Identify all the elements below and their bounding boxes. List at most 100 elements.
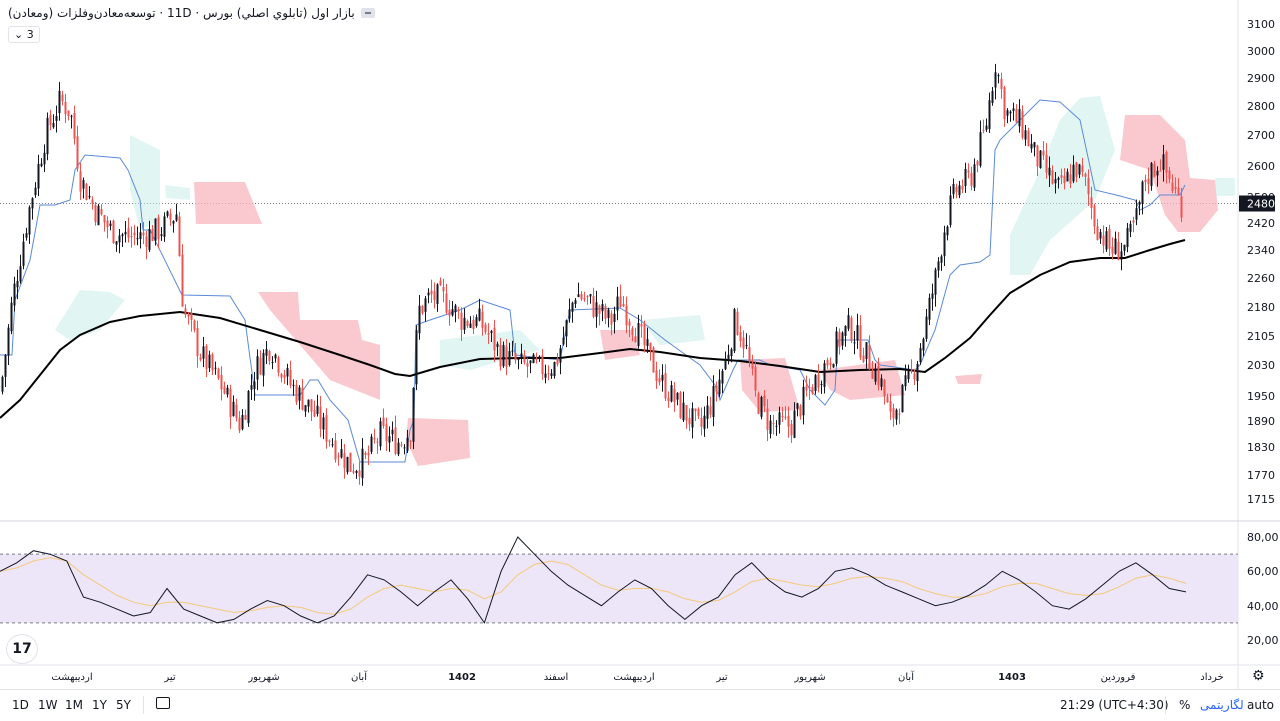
indicators-collapse-button[interactable]: ⌄ 3 — [8, 26, 40, 43]
candle-body — [691, 408, 694, 428]
candle-body — [763, 395, 766, 407]
candle-body — [541, 355, 544, 375]
time-axis: اردیبهشت تیر شهریور آبان 1402 اسفند اردیبهشت تی… — [51, 670, 1223, 683]
candle-body — [694, 408, 697, 411]
gear-icon[interactable]: ⚙ — [1252, 668, 1265, 684]
candle-body — [100, 209, 103, 215]
candle-body — [511, 350, 514, 352]
candle-body — [712, 386, 715, 418]
range-1w-button[interactable]: 1W — [38, 698, 58, 712]
candle-body — [523, 355, 526, 363]
candle-body — [829, 362, 832, 365]
candle-body — [475, 317, 478, 326]
candle-body — [466, 320, 469, 326]
candle-body — [892, 408, 895, 419]
candle-body — [685, 405, 688, 421]
candle-body — [217, 368, 220, 379]
candle-body — [1000, 78, 1003, 90]
candle-body — [853, 342, 856, 344]
candle-body — [943, 232, 946, 257]
candle-body — [1162, 154, 1165, 170]
range-1m-button[interactable]: 1M — [65, 698, 83, 712]
candle-body — [838, 332, 841, 347]
candle-body — [505, 346, 508, 367]
candle-body — [562, 337, 565, 345]
candle-body — [604, 306, 607, 319]
range-1y-button[interactable]: 1Y — [92, 698, 107, 712]
candle-body — [1111, 246, 1114, 254]
auto-scale-toggle[interactable]: auto — [1247, 698, 1275, 712]
candle-body — [433, 291, 436, 300]
candle-body — [670, 385, 673, 402]
candle-body — [415, 330, 418, 385]
tradingview-logo[interactable]: 17 — [6, 634, 38, 664]
candle-body — [739, 332, 742, 342]
candle-body — [649, 342, 652, 350]
logo-text: 17 — [12, 641, 32, 657]
candle-body — [742, 337, 745, 349]
candle-body — [286, 367, 289, 377]
candle-body — [244, 415, 247, 420]
time-label: 1402 — [448, 672, 476, 683]
candle-body — [940, 256, 943, 263]
candle-body — [1114, 238, 1117, 254]
candle-body — [277, 357, 280, 373]
candle-body — [1042, 150, 1045, 156]
percent-toggle[interactable]: % — [1179, 698, 1191, 712]
calendar-icon[interactable] — [156, 697, 170, 709]
time-label: خرداد — [1200, 672, 1223, 683]
candle-body — [904, 375, 907, 387]
candle-body — [577, 294, 580, 298]
candle-body — [112, 220, 115, 244]
legend-title: بازار اول (تابلوي اصلي) بورس · 11D · توس… — [8, 6, 355, 20]
candle-body — [745, 344, 748, 347]
price-tick-label: 2340 — [1247, 244, 1275, 257]
candle-body — [994, 72, 997, 88]
candle-body — [967, 170, 970, 173]
candle-body — [43, 152, 46, 165]
candle-body — [646, 339, 649, 346]
clock-time[interactable]: 21:29 (UTC+4:30) — [1060, 698, 1169, 712]
candle-body — [727, 354, 730, 362]
time-label: تیر — [163, 672, 176, 683]
log-scale-toggle[interactable]: لگاریتمی — [1200, 698, 1244, 712]
candle-body — [304, 405, 307, 412]
time-label: اسفند — [544, 672, 568, 683]
candle-body — [436, 284, 439, 304]
price-tick-label: 2700 — [1247, 129, 1275, 142]
candle-body — [472, 319, 475, 330]
price-tick-label: 1950 — [1247, 390, 1275, 403]
candle-body — [1024, 130, 1027, 140]
candle-body — [346, 456, 349, 473]
candle-body — [442, 286, 445, 292]
candle-body — [1129, 223, 1132, 232]
candle-body — [151, 228, 154, 241]
candle-body — [67, 110, 70, 117]
minimize-icon[interactable] — [360, 8, 375, 18]
cloud-bearish — [406, 418, 470, 466]
candle-body — [16, 280, 19, 288]
candle-body — [643, 323, 646, 346]
range-1d-button[interactable]: 1D — [12, 698, 29, 712]
candle-body — [721, 370, 724, 384]
candle-body — [850, 317, 853, 341]
candle-body — [418, 305, 421, 334]
candle-body — [754, 366, 757, 391]
candle-body — [124, 231, 127, 235]
range-5y-button[interactable]: 5Y — [116, 698, 131, 712]
candle-body — [1126, 227, 1129, 248]
candle-body — [115, 241, 118, 245]
candle-body — [856, 325, 859, 341]
candle-body — [679, 392, 682, 419]
candle-body — [529, 360, 532, 364]
candle-body — [1027, 130, 1030, 147]
candle-body — [79, 171, 82, 192]
candle-body — [769, 420, 772, 434]
cloud-bullish — [1010, 96, 1115, 275]
candle-body — [805, 386, 808, 391]
candle-body — [517, 358, 520, 360]
candle-body — [490, 331, 493, 333]
candle-body — [1057, 178, 1060, 180]
candle-body — [751, 362, 754, 369]
